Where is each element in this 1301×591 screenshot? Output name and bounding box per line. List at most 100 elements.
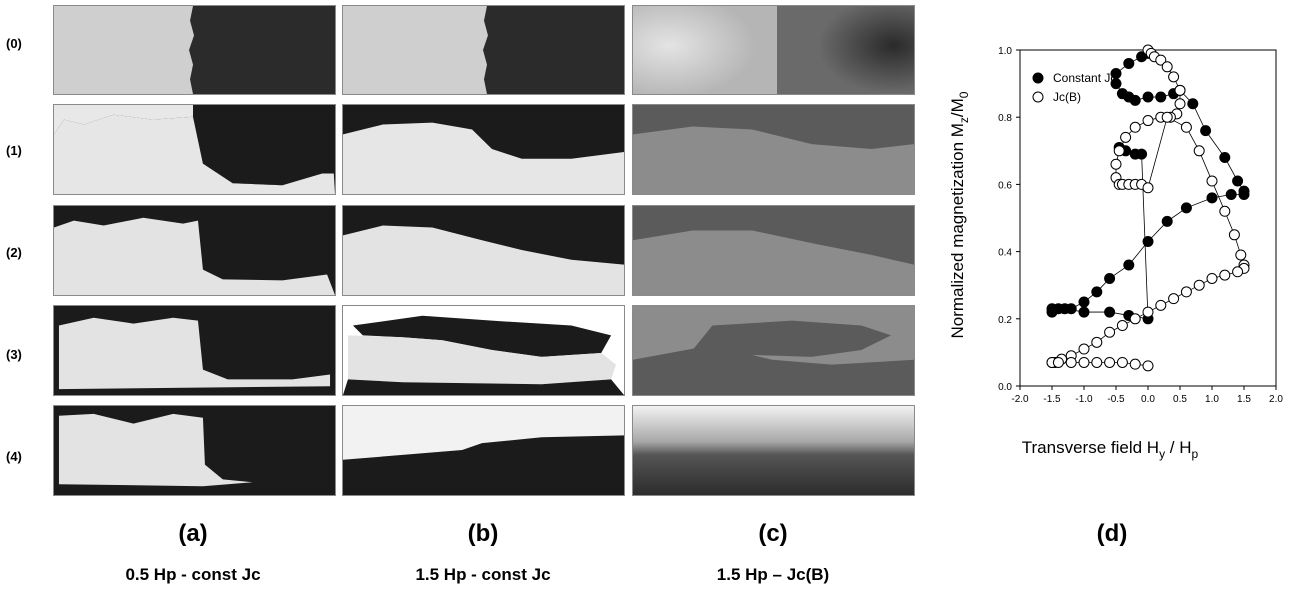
data-point (1193, 145, 1205, 157)
data-point (1104, 306, 1116, 318)
data-point (1142, 306, 1154, 318)
panel-a-4 (53, 405, 336, 496)
y-tick-label: 0.8 (998, 113, 1012, 124)
y-tick-label: 0.0 (998, 382, 1012, 393)
column-caption-c: 1.5 Hp – Jc(B) (716, 565, 830, 584)
data-point (1161, 61, 1173, 73)
data-point (1091, 356, 1103, 368)
legend-label-1: Jc(B) (1053, 90, 1081, 104)
panel-a-3 (53, 305, 336, 396)
x-tick-label: 0.0 (1141, 394, 1155, 405)
data-point (1235, 249, 1247, 261)
data-point (1129, 94, 1141, 106)
panel-b-0 (342, 5, 625, 95)
data-point (1168, 293, 1180, 305)
data-point (1161, 215, 1173, 227)
data-point (1219, 269, 1231, 281)
data-point (1187, 98, 1199, 110)
data-point (1129, 313, 1141, 325)
data-point (1232, 175, 1244, 187)
panel-b-2 (342, 205, 625, 296)
magnetization-chart: -2.0 -1.5 -1.0 -0.5 0.0 0.5 1.0 1.5 2.0 0.0 0.2 0.4… (948, 44, 1283, 461)
data-point (1206, 272, 1218, 284)
data-point (1142, 360, 1154, 372)
panel-b-4 (342, 405, 625, 496)
data-point (1110, 158, 1122, 170)
data-point (1219, 205, 1231, 217)
data-point (1120, 131, 1132, 143)
data-point (1193, 279, 1205, 291)
data-point (1232, 266, 1244, 278)
data-point (1219, 152, 1231, 164)
panel-c-3 (632, 305, 915, 396)
row-label-0: (0) (6, 36, 22, 51)
panel-c-2 (632, 205, 915, 296)
panel-c-1 (632, 104, 915, 195)
x-tick-label: 2.0 (1269, 394, 1283, 405)
column-letter-a: (a) (178, 520, 208, 547)
x-tick-label: 1.5 (1237, 394, 1251, 405)
y-tick-label: 0.2 (998, 315, 1012, 326)
y-tick-label: 1.0 (998, 46, 1012, 57)
data-point (1078, 343, 1090, 355)
data-point (1129, 121, 1141, 133)
data-point (1174, 84, 1186, 96)
x-tick-label: -1.0 (1075, 394, 1093, 405)
y-tick-label: 0.4 (998, 248, 1012, 259)
data-point (1123, 57, 1135, 69)
data-point (1142, 91, 1154, 103)
data-point (1174, 98, 1186, 110)
data-point (1129, 148, 1141, 160)
data-point (1180, 121, 1192, 133)
data-point (1180, 202, 1192, 214)
column-letter-d: (d) (1096, 520, 1128, 547)
panel-c-0 (632, 5, 915, 95)
data-point (1116, 356, 1128, 368)
panel-c-4 (632, 405, 915, 496)
data-point (1123, 259, 1135, 271)
data-point (1228, 229, 1240, 241)
data-point (1206, 175, 1218, 187)
data-point (1091, 336, 1103, 348)
data-point (1238, 188, 1250, 200)
data-point (1225, 188, 1237, 200)
panel-a-1 (53, 104, 336, 195)
x-tick-label: -0.5 (1107, 394, 1125, 405)
data-point (1078, 296, 1090, 308)
data-point (1136, 51, 1148, 63)
x-tick-label: -2.0 (1011, 394, 1029, 405)
data-point (1091, 286, 1103, 298)
data-point (1104, 326, 1116, 338)
data-point (1200, 125, 1212, 137)
data-point (1065, 356, 1077, 368)
data-point (1113, 145, 1125, 157)
data-point (1110, 78, 1122, 90)
data-point (1104, 356, 1116, 368)
panel-a-2 (53, 205, 336, 296)
data-point (1129, 358, 1141, 370)
row-label-3: (3) (6, 347, 22, 362)
data-point (1142, 115, 1154, 127)
data-point (1052, 356, 1064, 368)
column-caption-a: 0.5 Hp - const Jc (125, 565, 261, 584)
panel-a-0 (53, 5, 336, 95)
panel-b-3 (342, 305, 625, 396)
data-point (1142, 182, 1154, 194)
column-letter-c: (c) (758, 520, 788, 547)
x-tick-label: -1.5 (1043, 394, 1061, 405)
data-point (1078, 306, 1090, 318)
data-point (1142, 236, 1154, 248)
y-axis-label: Normalized magnetization Mz/M0 (948, 91, 971, 338)
data-point (1155, 91, 1167, 103)
data-point (1180, 286, 1192, 298)
data-point (1059, 303, 1071, 315)
row-label-1: (1) (6, 143, 22, 158)
row-label-2: (2) (6, 245, 22, 260)
y-tick-label: 0.6 (998, 180, 1012, 191)
legend-label-0: Constant Jc (1053, 71, 1116, 85)
column-letter-b: (b) (467, 520, 499, 547)
row-label-4: (4) (6, 449, 22, 464)
chart-marks (1046, 44, 1250, 372)
data-point (1155, 299, 1167, 311)
data-point (1116, 320, 1128, 332)
